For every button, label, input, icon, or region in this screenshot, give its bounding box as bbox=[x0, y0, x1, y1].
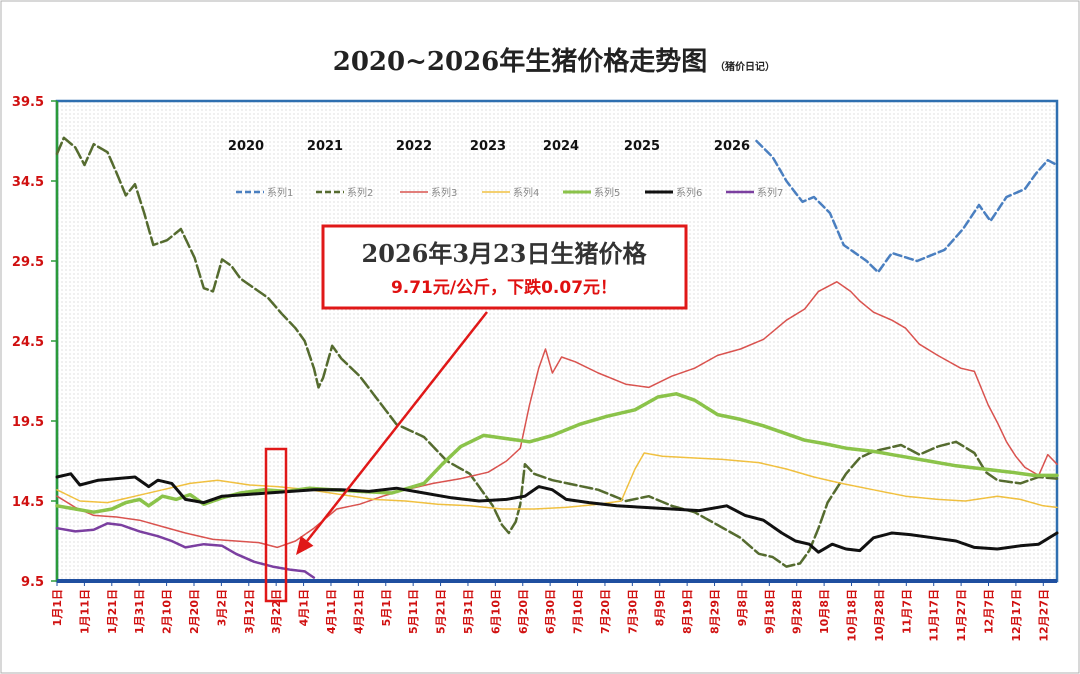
x-tick-label: 4月21日 bbox=[352, 589, 365, 634]
y-tick-label: 39.5 bbox=[12, 95, 44, 110]
callout-arrow-head bbox=[296, 535, 314, 555]
x-tick-label: 7月30日 bbox=[626, 589, 639, 634]
x-tick-label: 7月10日 bbox=[572, 589, 585, 634]
legend-label: 系列7 bbox=[757, 186, 783, 199]
x-tick-label: 4月11日 bbox=[325, 589, 338, 634]
x-tick-label: 7月20日 bbox=[599, 589, 612, 634]
legend-label: 系列6 bbox=[676, 186, 702, 199]
x-tick-label: 10月18日 bbox=[846, 589, 859, 642]
year-label: 2022 bbox=[396, 139, 432, 154]
callout-detail: 9.71元/公斤，下跌0.07元！ bbox=[391, 278, 617, 298]
legend-label: 系列1 bbox=[267, 186, 293, 199]
x-tick-label: 2月10日 bbox=[161, 589, 174, 634]
x-axis-ticks: 1月1日 1月11日 1月21日 1月31日 2月10日 2月20日 3月2日 3月12日 3月… bbox=[51, 581, 1050, 642]
callout-headline: 2026年3月23日生猪价格 bbox=[362, 239, 648, 268]
x-tick-label: 3月12日 bbox=[243, 589, 256, 634]
year-label: 2023 bbox=[470, 139, 506, 154]
x-tick-label: 5月21日 bbox=[435, 589, 448, 634]
x-tick-label: 10月28日 bbox=[873, 589, 886, 642]
callout-box bbox=[321, 224, 688, 310]
x-tick-label: 5月11日 bbox=[407, 589, 420, 634]
x-tick-label: 3月2日 bbox=[215, 589, 228, 626]
series-line-系列1 bbox=[755, 139, 1059, 274]
x-tick-label: 8月19日 bbox=[681, 589, 694, 634]
current-date-highlight-box bbox=[264, 447, 288, 603]
x-tick-label: 9月28日 bbox=[791, 589, 804, 634]
x-tick-label: 11月17日 bbox=[928, 589, 941, 642]
x-tick-label: 5月1日 bbox=[380, 589, 393, 626]
y-tick-label: 24.5 bbox=[12, 335, 44, 350]
x-tick-label: 4月1日 bbox=[298, 589, 311, 626]
year-label: 2021 bbox=[307, 139, 343, 154]
chart-subtitle: （猪价日记） bbox=[715, 60, 775, 73]
year-label: 2026 bbox=[714, 139, 750, 154]
y-tick-label: 9.5 bbox=[21, 575, 44, 590]
x-tick-label: 8月9日 bbox=[654, 589, 667, 626]
x-tick-label: 9月18日 bbox=[763, 589, 776, 634]
x-tick-label: 1月21日 bbox=[106, 589, 119, 634]
legend-label: 系列3 bbox=[431, 186, 457, 199]
legend: 系列1 系列2 系列3 系列4 系列5 系列6 系列7 bbox=[236, 186, 783, 199]
y-tick-label: 19.5 bbox=[12, 415, 44, 430]
legend-label: 系列2 bbox=[347, 186, 373, 199]
series-line-系列5 bbox=[55, 392, 1059, 514]
x-tick-label: 12月7日 bbox=[983, 589, 996, 634]
x-tick-label: 6月20日 bbox=[517, 589, 530, 634]
plot-area bbox=[55, 99, 1059, 583]
y-tick-label: 14.5 bbox=[12, 495, 44, 510]
year-label: 2020 bbox=[228, 139, 264, 154]
series-lines bbox=[55, 136, 1059, 579]
x-tick-label: 10月8日 bbox=[818, 589, 831, 634]
x-tick-label: 6月30日 bbox=[544, 589, 557, 634]
x-tick-label: 2月20日 bbox=[188, 589, 201, 634]
chart-title: 2020~2026年生猪价格走势图 bbox=[333, 46, 708, 77]
x-tick-label: 3月22日 bbox=[270, 589, 283, 634]
x-tick-label: 6月10日 bbox=[489, 589, 502, 634]
x-tick-label: 1月1日 bbox=[51, 589, 64, 626]
series-line-系列6 bbox=[55, 472, 1059, 554]
legend-label: 系列4 bbox=[513, 186, 539, 199]
x-tick-label: 8月29日 bbox=[709, 589, 722, 634]
x-tick-label: 11月7日 bbox=[900, 589, 913, 634]
series-line-系列2 bbox=[55, 136, 1059, 568]
x-tick-label: 5月31日 bbox=[462, 589, 475, 634]
series-line-系列7 bbox=[55, 522, 316, 579]
price-callout: 2026年3月23日生猪价格 9.71元/公斤，下跌0.07元！ bbox=[321, 224, 688, 310]
callout-arrow bbox=[306, 311, 488, 542]
y-tick-label: 34.5 bbox=[12, 175, 44, 190]
year-label: 2024 bbox=[543, 139, 579, 154]
x-tick-label: 1月31日 bbox=[133, 589, 146, 634]
year-label: 2025 bbox=[624, 139, 660, 154]
legend-label: 系列5 bbox=[594, 186, 620, 199]
x-tick-label: 11月27日 bbox=[955, 589, 968, 642]
x-tick-label: 9月8日 bbox=[736, 589, 749, 626]
x-tick-label: 12月17日 bbox=[1010, 589, 1023, 642]
y-tick-label: 29.5 bbox=[12, 255, 44, 270]
y-axis-ticks: 39.5 34.5 29.5 24.5 19.5 14.5 9.5 bbox=[12, 95, 57, 590]
x-tick-label: 12月27日 bbox=[1037, 589, 1050, 642]
x-tick-label: 1月11日 bbox=[78, 589, 91, 634]
year-labels: 2020 2021 2022 2023 2024 2025 2026 bbox=[228, 139, 750, 154]
